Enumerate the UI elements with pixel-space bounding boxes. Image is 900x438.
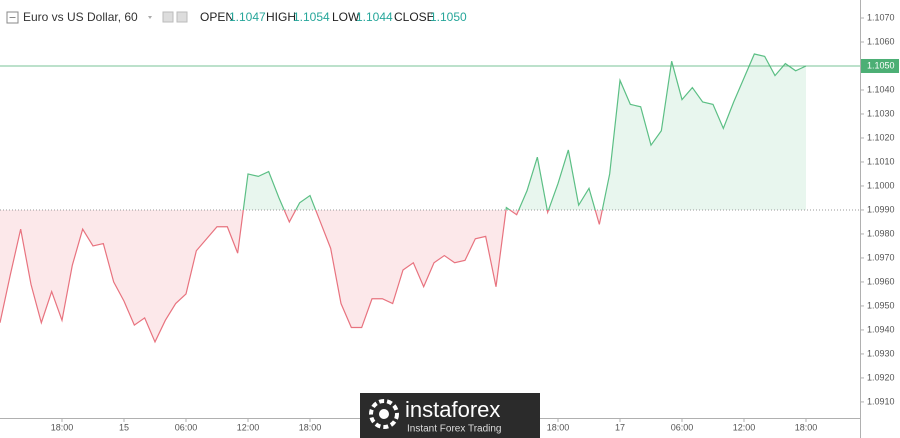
x-tick-label: 18:00 [547,422,570,432]
logo-tagline: Instant Forex Trading [407,424,502,435]
close-value: 1.1050 [430,10,467,24]
high-label: HIGH [266,10,296,24]
y-tick-label: 1.1070 [867,12,895,22]
last-price-box [861,58,899,73]
y-tick-label: 1.0910 [867,396,895,406]
dropdown-arrow[interactable] [148,16,152,19]
axes: 1.0910 1.0920 1.0930 1.0940 1.0950 1.0960 1.09… [51,12,899,432]
y-tick-label: 1.1060 [867,36,895,46]
y-tick-label: 1.0950 [867,300,895,310]
x-tick-label: 06:00 [671,422,694,432]
low-value: 1.1044 [356,10,393,24]
y-tick-label: 1.1040 [867,84,895,94]
open-label: OPEN [200,10,234,24]
settings-icon[interactable] [162,11,174,23]
x-tick-label: 18:00 [51,422,74,432]
logo-gear-center [379,409,389,419]
y-tick-label: 1.1010 [867,156,895,166]
y-tick-label: 1.0990 [867,204,895,214]
high-value: 1.1054 [293,10,330,24]
price-line-down [0,209,603,344]
low-label: LOW [332,10,360,24]
area-down [0,209,806,342]
watermark-logo: instaforex Instant Forex Trading [360,393,540,438]
x-tick-label: 15 [119,422,129,432]
y-tick-label: 1.1000 [867,180,895,190]
y-tick-label: 1.0920 [867,372,895,382]
area-up [243,53,806,210]
y-tick-label: 1.0970 [867,252,895,262]
logo-gear [369,399,399,429]
y-tick-label: 1.0980 [867,228,895,238]
close-label: CLOSE [394,10,435,24]
y-tick-label: 1.0940 [867,324,895,334]
header: Euro vs US Dollar, 60 OPEN 1.1047 HIGH 1… [6,10,467,24]
collapse-icon[interactable] [6,11,19,24]
last-price-label: 1.1050 [867,60,895,70]
x-tick-label: 18:00 [795,422,818,432]
y-tick-label: 1.0960 [867,276,895,286]
x-tick-label: 17 [615,422,625,432]
y-tick-label: 1.1030 [867,108,895,118]
open-value: 1.1047 [229,10,266,24]
close-icon[interactable] [176,11,188,23]
price-line-up [242,53,807,210]
x-tick-label: 18:00 [299,422,322,432]
plot-area [0,53,860,344]
y-tick-label: 1.1020 [867,132,895,142]
symbol-title: Euro vs US Dollar, 60 [23,10,138,24]
logo-text: instaforex [405,397,500,422]
y-tick-label: 1.0930 [867,348,895,358]
x-tick-label: 12:00 [733,422,756,432]
x-tick-label: 06:00 [175,422,198,432]
x-tick-label: 12:00 [237,422,260,432]
